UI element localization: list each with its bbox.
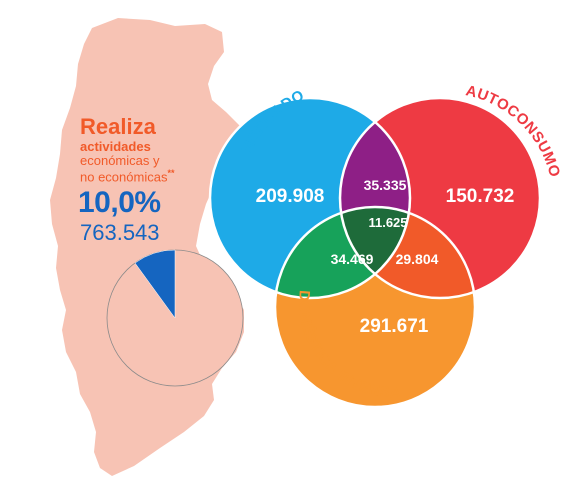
summary-line-2: actividades xyxy=(80,139,151,154)
value-mercado-domestica: 34.469 xyxy=(331,251,374,267)
autoconsumo-outline xyxy=(338,96,542,300)
value-all-three: 11.625 xyxy=(368,215,407,230)
footnote-mark: ** xyxy=(167,168,175,178)
value-autoconsumo-only: 150.732 xyxy=(446,186,515,207)
summary-line-3: económicas y xyxy=(80,153,160,168)
summary-count: 763.543 xyxy=(80,220,160,245)
overlap-mercado-domestica xyxy=(275,207,410,298)
summary-line-4-text: no económicas xyxy=(80,169,168,185)
value-mercado-only: 209.908 xyxy=(256,186,325,207)
summary-percentage: 10,0% xyxy=(78,186,161,219)
value-autoconsumo-domestica: 29.804 xyxy=(396,251,439,267)
overlap-autoconsumo-domestica xyxy=(340,207,475,298)
mercado-outline xyxy=(208,96,412,300)
pie-slice xyxy=(134,249,176,319)
value-mercado-autoconsumo: 35.335 xyxy=(364,177,407,193)
value-domestica-only: 291.671 xyxy=(360,316,429,337)
summary-line-4: no económicas** xyxy=(80,168,174,184)
summary-title: Realiza xyxy=(80,114,156,139)
domestica-outline xyxy=(273,205,477,409)
